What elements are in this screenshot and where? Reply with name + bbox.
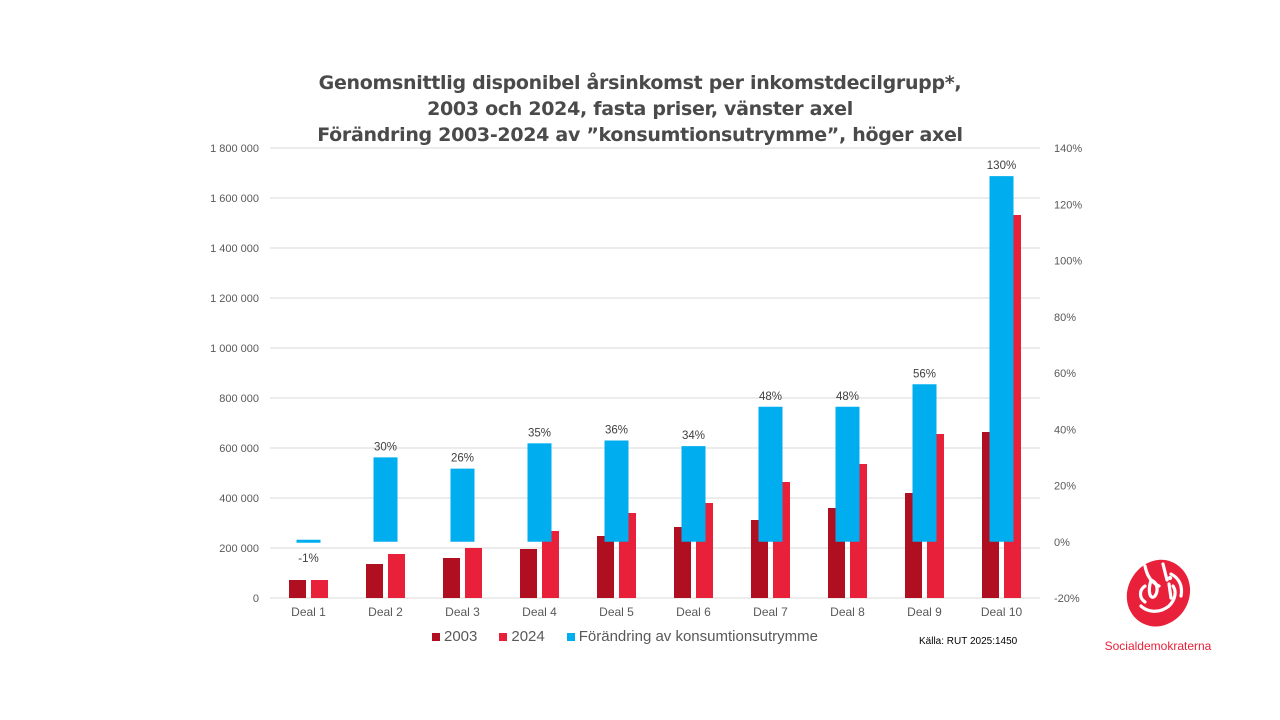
chart-title-line-3: Förändring 2003-2024 av ”konsumtionsutry…: [317, 124, 963, 146]
data-label-change: 35%: [528, 427, 551, 439]
left-tick-label: 1 200 000: [210, 293, 259, 305]
right-tick-label: 60%: [1054, 368, 1076, 380]
bars: [289, 176, 1021, 598]
left-tick-label: 400 000: [219, 493, 259, 505]
category-label: Deal 7: [753, 605, 788, 619]
bar-change: [989, 176, 1014, 542]
category-label: Deal 6: [676, 605, 711, 619]
right-tick-label: -20%: [1054, 593, 1080, 605]
legend-swatch-2024: [499, 632, 508, 641]
left-tick-label: 1 800 000: [210, 143, 259, 155]
bar-2003: [289, 580, 306, 598]
bar-change: [758, 406, 783, 542]
chart-title: Genomsnittlig disponibel årsinkomst per …: [280, 70, 1000, 148]
left-axis: 0 200 000 400 000 600 000 800 000 1 000 000 1 …: [210, 143, 259, 605]
data-label-change: 26%: [451, 453, 474, 465]
category-label: Deal 9: [907, 605, 942, 619]
bar-2003: [674, 527, 691, 598]
right-tick-label: 80%: [1054, 312, 1076, 324]
bar-change: [296, 539, 321, 543]
data-label-change: -1%: [298, 553, 318, 565]
right-tick-label: 100%: [1054, 256, 1082, 268]
data-label-change: 48%: [759, 391, 782, 403]
left-tick-label: 600 000: [219, 443, 259, 455]
category-axis: Deal 1 Deal 2 Deal 3 Deal 4 Deal 5 Deal 6 Deal…: [291, 605, 1022, 619]
bar-change: [604, 440, 629, 542]
category-label: Deal 1: [291, 605, 326, 619]
category-label: Deal 4: [522, 605, 557, 619]
data-label-change: 36%: [605, 425, 628, 437]
data-label-change: 48%: [836, 391, 859, 403]
legend-swatch-change: [566, 632, 575, 641]
bar-2024: [465, 548, 482, 598]
bar-2024: [388, 554, 405, 598]
left-tick-label: 1 000 000: [210, 343, 259, 355]
right-tick-label: 20%: [1054, 481, 1076, 493]
bar-change: [373, 457, 398, 542]
category-label: Deal 8: [830, 605, 865, 619]
legend-label-change: Förändring av konsumtionsutrymme: [578, 628, 819, 645]
legend-label-2024: 2024: [511, 628, 545, 645]
bar-2003: [443, 558, 460, 598]
bar-change: [912, 384, 937, 542]
legend: 2003 2024 Förändring av konsumtionsutrym…: [432, 628, 840, 645]
data-labels: -1% 30% 26% 35% 36% 34% 48% 48% 56% 130%: [298, 160, 1016, 565]
bar-change: [835, 406, 860, 542]
logo: Socialdemokraterna: [1088, 556, 1228, 653]
left-tick-label: 0: [253, 593, 259, 605]
data-label-change: 56%: [913, 368, 936, 380]
left-tick-label: 1 600 000: [210, 193, 259, 205]
legend-item-2024: 2024: [499, 628, 545, 645]
chart-title-line-2: 2003 och 2024, fasta priser, vänster axe…: [427, 98, 853, 120]
rose-icon: [1126, 559, 1191, 627]
bar-2003: [366, 564, 383, 598]
logo-text: Socialdemokraterna: [1104, 639, 1212, 653]
right-tick-label: 0%: [1054, 537, 1070, 549]
category-label: Deal 5: [599, 605, 634, 619]
right-tick-label: 140%: [1054, 143, 1082, 155]
bar-2024: [311, 580, 328, 598]
bar-2003: [597, 536, 614, 598]
left-tick-label: 1 400 000: [210, 243, 259, 255]
category-label: Deal 3: [445, 605, 480, 619]
source-note: Källa: RUT 2025:1450: [919, 636, 1018, 647]
right-tick-label: 120%: [1054, 199, 1082, 211]
legend-item-2003: 2003: [432, 628, 477, 645]
left-tick-label: 800 000: [219, 393, 259, 405]
bar-change: [681, 446, 706, 542]
chart-title-line-1: Genomsnittlig disponibel årsinkomst per …: [318, 72, 962, 94]
category-label: Deal 10: [981, 605, 1023, 619]
legend-label-2003: 2003: [444, 628, 478, 645]
category-label: Deal 2: [368, 605, 403, 619]
right-tick-label: 40%: [1054, 424, 1076, 436]
bar-change: [450, 468, 475, 542]
bar-2003: [520, 549, 537, 598]
data-label-change: 30%: [374, 441, 397, 453]
bar-2024: [542, 531, 559, 598]
left-tick-label: 200 000: [219, 543, 259, 555]
bar-change: [527, 443, 552, 542]
data-label-change: 34%: [682, 430, 705, 442]
data-label-change: 130%: [987, 160, 1016, 172]
legend-item-change: Förändring av konsumtionsutrymme: [566, 628, 819, 645]
legend-swatch-2003: [432, 632, 440, 641]
right-axis: -20% 0% 20% 40% 60% 80% 100% 120% 140%: [1054, 143, 1082, 605]
